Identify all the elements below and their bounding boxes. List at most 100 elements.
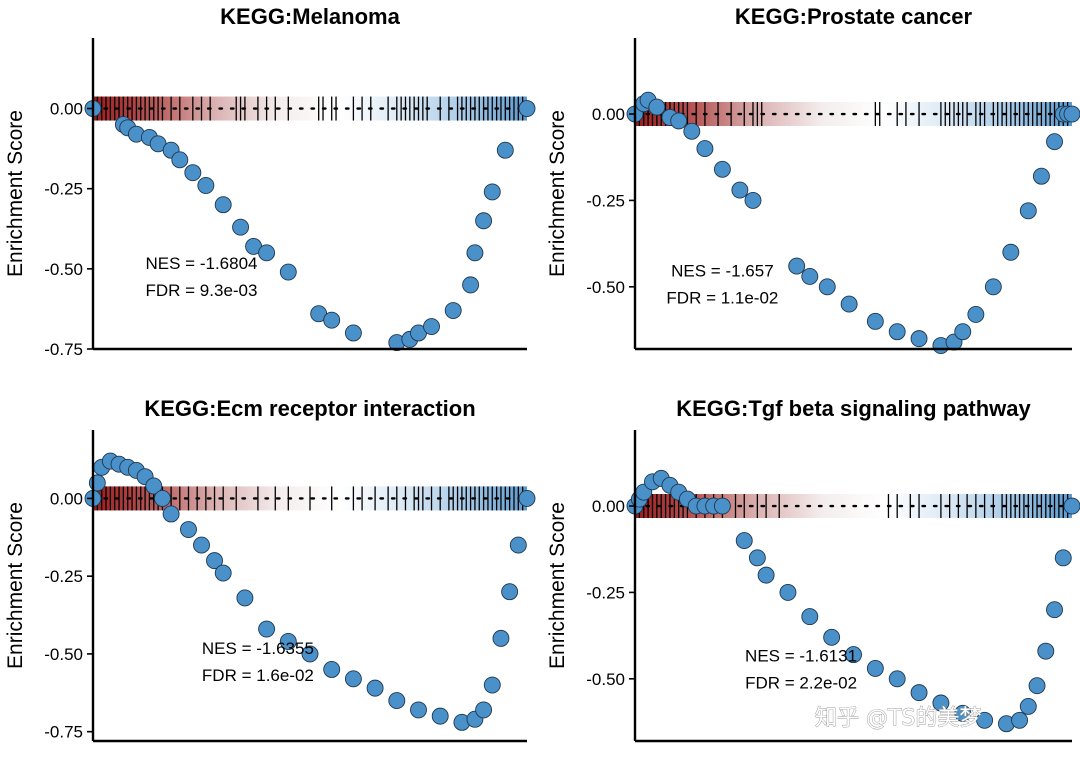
enrichment-point	[475, 212, 493, 230]
enrichment-point	[496, 141, 514, 159]
enrichment-point	[197, 177, 215, 194]
panel-tgf-beta-signaling-pathway: KEGG:Tgf beta signaling pathway Enrichmen…	[546, 396, 1080, 743]
enrichment-point	[509, 536, 527, 554]
y-tick-label: -0.25	[586, 191, 625, 210]
enrichment-point	[323, 311, 341, 329]
enrichment-point	[153, 489, 171, 507]
y-tick-label: -0.25	[44, 567, 83, 586]
fdr-annotation: FDR = 1.1e-02	[666, 288, 778, 307]
enrichment-point	[788, 257, 806, 275]
enrichment-point	[388, 692, 406, 710]
enrichment-point	[193, 536, 210, 554]
nes-annotation: NES = -1.6131	[745, 647, 857, 666]
y-tick-label: -0.75	[44, 723, 83, 742]
enrichment-point	[475, 701, 493, 719]
y-axis-label: Enrichment Score	[546, 110, 569, 277]
enrichment-point	[1011, 711, 1029, 729]
y-tick-label: -0.75	[44, 340, 83, 359]
enrichment-point	[232, 218, 250, 236]
y-axis-label: Enrichment Score	[4, 110, 27, 277]
enrichment-point	[483, 676, 501, 694]
enrichment-point	[748, 549, 766, 567]
y-tick-label: -0.50	[586, 670, 625, 689]
enrichment-point	[301, 645, 319, 663]
enrichment-point	[1019, 697, 1037, 715]
enrichment-point	[1063, 497, 1080, 515]
enrichment-point	[910, 684, 928, 702]
enrichment-point	[648, 98, 666, 116]
enrichment-point	[744, 191, 762, 209]
enrichment-point	[518, 489, 536, 507]
enrichment-point	[344, 324, 362, 342]
enrichment-point	[214, 196, 232, 214]
enrichment-point	[954, 323, 972, 341]
fdr-annotation: FDR = 1.6e-02	[202, 666, 314, 685]
nes-annotation: NES = -1.657	[671, 261, 774, 280]
enrichment-point	[1019, 202, 1037, 220]
enrichment-point	[501, 583, 519, 601]
enrichment-point	[492, 629, 510, 647]
enrichment-point	[757, 566, 775, 584]
enrichment-point	[462, 276, 480, 294]
enrichment-point	[1054, 549, 1072, 567]
y-tick-label: -0.25	[44, 180, 83, 199]
enrichment-point	[731, 181, 749, 199]
enrichment-point	[801, 608, 819, 626]
enrichment-point	[162, 505, 180, 523]
enrichment-point	[696, 140, 714, 158]
y-tick-label: 0.00	[592, 105, 625, 124]
chart-title: KEGG:Prostate cancer	[735, 4, 973, 29]
enrichment-point	[910, 330, 928, 348]
enrichment-point	[483, 183, 501, 201]
enrichment-point	[823, 628, 841, 646]
enrichment-point	[713, 497, 731, 515]
enrichment-point	[670, 112, 688, 130]
enrichment-point	[171, 151, 189, 169]
y-axis-label: Enrichment Score	[4, 502, 27, 669]
nes-annotation: NES = -1.6804	[146, 254, 258, 273]
enrichment-point	[184, 164, 202, 182]
y-tick-label: -0.50	[44, 260, 83, 279]
enrichment-point	[145, 477, 163, 495]
enrichment-point	[954, 704, 972, 722]
enrichment-point	[279, 633, 297, 650]
y-tick-label: 0.00	[592, 497, 625, 516]
enrichment-point	[845, 646, 862, 664]
y-axis-label: Enrichment Score	[546, 502, 569, 669]
enrichment-point	[258, 620, 276, 638]
enrichment-point	[236, 589, 254, 607]
enrichment-point	[1063, 105, 1080, 123]
fdr-annotation: FDR = 9.3e-03	[146, 281, 258, 300]
enrichment-point	[88, 474, 106, 492]
enrichment-point	[1046, 601, 1063, 619]
chart-title: KEGG:Tgf beta signaling pathway	[676, 396, 1031, 421]
enrichment-point	[518, 100, 536, 117]
y-tick-label: -0.50	[44, 645, 83, 664]
y-tick-label: -0.25	[586, 583, 625, 602]
enrichment-point	[932, 694, 950, 712]
enrichment-point	[180, 521, 197, 538]
enrichment-point	[366, 679, 384, 697]
chart-title: KEGG:Melanoma	[220, 4, 400, 29]
enrichment-point	[735, 532, 753, 550]
enrichment-point	[888, 670, 906, 688]
enrichment-point	[1032, 167, 1050, 185]
enrichment-point	[1028, 677, 1046, 695]
enrichment-point	[713, 160, 731, 178]
enrichment-point	[1037, 642, 1055, 660]
panel-melanoma: KEGG:Melanoma Enrichment Score 0.00 -0.25 -0…	[4, 4, 536, 359]
enrichment-point	[683, 122, 701, 140]
enrichment-point	[444, 302, 462, 319]
enrichment-point	[466, 244, 484, 262]
enrichment-point	[279, 263, 297, 281]
enrichment-point	[840, 295, 858, 313]
enrichment-point	[1046, 133, 1063, 151]
enrichment-point	[888, 323, 906, 341]
panel-ecm-receptor-interaction: KEGG:Ecm receptor interaction Enrichment …	[4, 396, 536, 743]
nes-annotation: NES = -1.6355	[202, 639, 314, 658]
fdr-annotation: FDR = 2.2e-02	[745, 674, 857, 693]
enrichment-point	[976, 711, 994, 729]
panel-prostate-cancer: KEGG:Prostate cancer Enrichment Score 0.00…	[546, 4, 1080, 354]
enrichment-point	[779, 583, 797, 601]
